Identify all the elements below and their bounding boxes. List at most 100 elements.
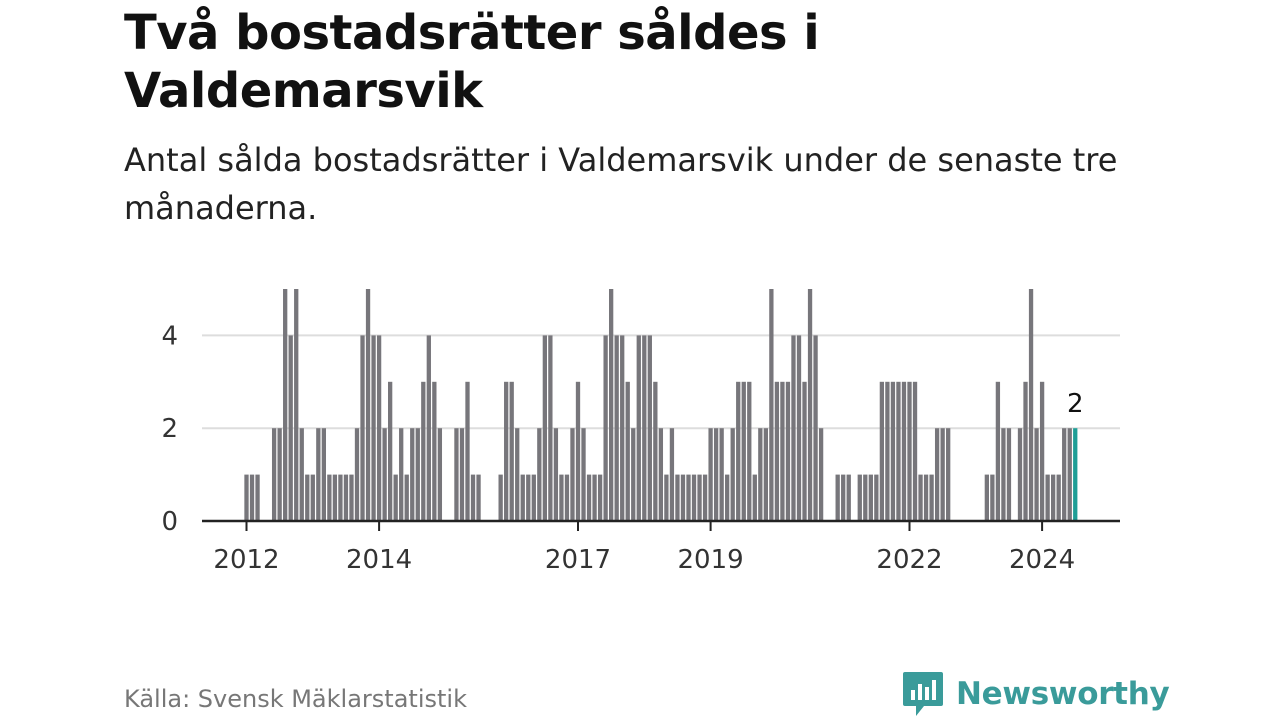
- bar: [1028, 289, 1034, 521]
- bar: [752, 474, 757, 521]
- bar: [526, 474, 531, 521]
- source-note: Källa: Svensk Mäklarstatistik: [124, 685, 467, 713]
- bar: [912, 381, 918, 521]
- bar: [890, 381, 896, 521]
- bar: [575, 381, 581, 521]
- bar: [603, 335, 608, 521]
- bar: [305, 474, 310, 521]
- bar: [382, 428, 387, 521]
- bar: [614, 335, 619, 521]
- bar: [1051, 474, 1056, 521]
- bar: [874, 474, 879, 521]
- bar: [432, 381, 437, 521]
- x-tick-label: 2019: [678, 545, 744, 575]
- bar: [664, 474, 669, 521]
- bar: [498, 474, 503, 521]
- bar: [879, 381, 885, 521]
- bar: [984, 474, 989, 521]
- bar: [995, 381, 1001, 521]
- bar: [653, 381, 658, 521]
- bar: [669, 428, 675, 521]
- bar: [791, 335, 796, 521]
- bar: [504, 381, 509, 521]
- bar: [1006, 428, 1012, 521]
- y-tick-label: 0: [161, 507, 178, 537]
- brand-logo[interactable]: Newsworthy: [902, 670, 1170, 718]
- bar: [509, 381, 514, 521]
- x-tick-label: 2012: [213, 545, 279, 575]
- bar: [863, 474, 868, 521]
- bar: [299, 428, 304, 521]
- bar: [642, 335, 647, 521]
- bar: [360, 335, 365, 521]
- bar: [421, 381, 426, 521]
- bar: [332, 474, 338, 521]
- bar: [730, 428, 735, 521]
- bar: [520, 474, 525, 521]
- brand-name: Newsworthy: [956, 676, 1170, 712]
- highlight-value-label: 2: [1067, 389, 1084, 419]
- bar: [537, 428, 542, 521]
- bar: [813, 335, 818, 521]
- bar: [658, 428, 664, 521]
- bar: [929, 474, 934, 521]
- bar: [647, 335, 652, 521]
- newsworthy-icon: [903, 672, 943, 716]
- chart-subtitle: Antal sålda bostadsrätter i Valdemarsvik…: [124, 141, 1118, 227]
- bar: [1023, 381, 1028, 521]
- bar: [1062, 428, 1067, 521]
- bar: [907, 381, 912, 521]
- bar: [708, 428, 713, 521]
- x-tick-label: 2024: [1009, 545, 1075, 575]
- bar: [255, 474, 260, 521]
- bar: [1001, 428, 1006, 521]
- bar: [818, 428, 824, 521]
- bar: [609, 289, 614, 521]
- bar: [1067, 428, 1072, 521]
- bar: [294, 289, 299, 521]
- bar: [807, 289, 813, 521]
- x-tick-label: 2017: [545, 545, 611, 575]
- bar: [376, 335, 382, 521]
- bar: [476, 474, 481, 521]
- bar: [559, 474, 564, 521]
- bar: [553, 428, 559, 521]
- bar: [747, 381, 752, 521]
- x-tick-label: 2022: [876, 545, 942, 575]
- bar: [835, 474, 840, 521]
- bar: [283, 289, 288, 521]
- bar: [841, 474, 846, 521]
- bar: [857, 474, 862, 521]
- bar: [437, 428, 443, 521]
- bar: [675, 474, 680, 521]
- bar: [426, 335, 431, 521]
- bar: [719, 428, 724, 521]
- bar: [454, 428, 459, 521]
- bar: [365, 289, 371, 521]
- bar: [918, 474, 923, 521]
- bar: [542, 335, 547, 521]
- bar: [415, 428, 420, 521]
- bar: [940, 428, 945, 521]
- bar: [465, 381, 470, 521]
- bar: [327, 474, 332, 521]
- bar: [586, 474, 592, 521]
- bar: [741, 381, 746, 521]
- bar: [388, 381, 393, 521]
- bar: [1039, 381, 1045, 521]
- bar: [934, 428, 940, 521]
- chart-title: Två bostadsrätter såldes i Valdemarsvik: [124, 5, 820, 119]
- bar: [802, 381, 807, 521]
- bar: [680, 474, 686, 521]
- x-tick-label: 2014: [346, 545, 412, 575]
- bar: [785, 381, 791, 521]
- bar: [736, 381, 741, 521]
- bar: [399, 428, 404, 521]
- bar: [697, 474, 702, 521]
- bar: [393, 474, 398, 521]
- bar: [1017, 428, 1023, 521]
- bar: [277, 428, 282, 521]
- bar: [769, 289, 774, 521]
- bar: [410, 428, 415, 521]
- bar: [371, 335, 376, 521]
